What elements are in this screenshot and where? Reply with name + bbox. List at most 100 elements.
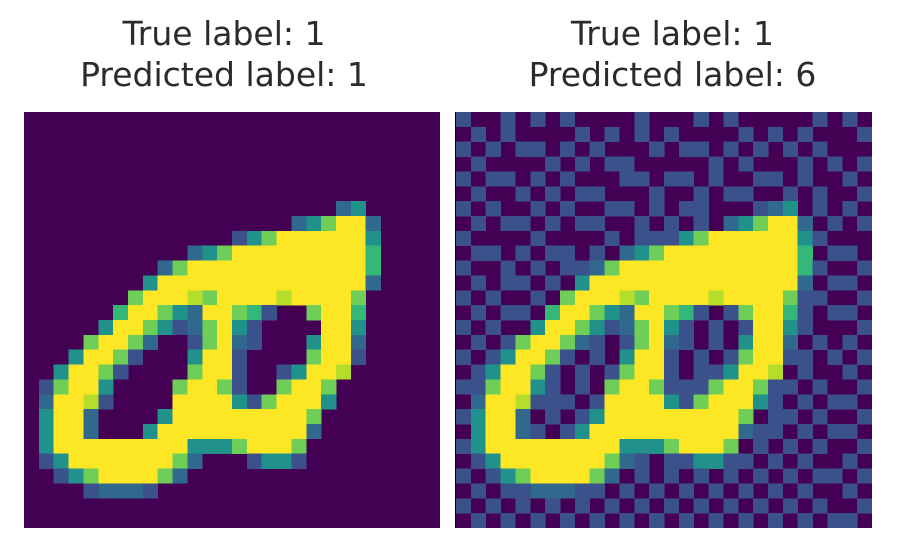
right-heatmap-cell: [842, 275, 858, 291]
right-heatmap-cell: [782, 305, 799, 321]
left-heatmap-cell: [68, 394, 84, 410]
left-heatmap-cell: [142, 438, 159, 455]
right-heatmap-cell: [782, 245, 799, 261]
right-heatmap-cell: [708, 245, 724, 261]
left-heatmap-cell: [172, 320, 188, 336]
right-heatmap-cell: [768, 453, 784, 469]
right-heatmap-cell: [619, 513, 635, 528]
right-heatmap-cell: [708, 483, 724, 499]
left-heatmap-cell: [142, 290, 159, 306]
right-heatmap-cell: [678, 201, 695, 217]
right-heatmap-cell: [664, 409, 680, 425]
left-heatmap-cell: [336, 320, 352, 336]
right-heatmap-cell: [545, 334, 561, 351]
right-heatmap-cell: [470, 245, 487, 261]
right-heatmap-cell: [500, 438, 516, 455]
right-heatmap-cell: [649, 394, 665, 410]
left-heatmap-cell: [38, 453, 55, 469]
left-heatmap-cell: [350, 245, 367, 261]
left-heatmap-cell: [202, 424, 218, 440]
right-heatmap-cell: [664, 349, 680, 365]
left-heatmap-cell: [217, 290, 233, 306]
left-heatmap-cell: [142, 334, 159, 351]
left-heatmap-cell: [232, 424, 248, 440]
right-heatmap-cell: [589, 349, 605, 365]
right-heatmap-cell: [753, 379, 769, 395]
right-heatmap-cell: [693, 379, 709, 395]
right-heatmap-cell: [649, 409, 665, 425]
right-heatmap-cell: [560, 349, 576, 365]
left-heatmap-cell: [246, 275, 263, 291]
left-heatmap-cell: [142, 305, 159, 321]
left-heatmap-cell: [306, 424, 322, 440]
left-heatmap-cell: [187, 438, 203, 455]
left-heatmap-cell: [53, 409, 69, 425]
right-heatmap-cell: [470, 186, 487, 202]
right-heatmap-cell: [604, 230, 620, 247]
right-heatmap-cell: [708, 409, 724, 425]
right-heatmap-cell: [470, 305, 487, 321]
right-heatmap-cell: [664, 334, 680, 351]
right-heatmap-cell: [649, 513, 665, 528]
right-heatmap-cell: [664, 245, 680, 261]
left-heatmap: [24, 112, 440, 528]
right-heatmap-cell: [693, 290, 709, 306]
right-heatmap-cell: [708, 260, 724, 276]
left-heatmap-cell: [350, 201, 367, 217]
right-heatmap-cell: [560, 513, 576, 528]
left-heatmap-cell: [187, 290, 203, 306]
left-heatmap-cell: [291, 438, 307, 455]
left-heatmap-cell: [217, 260, 233, 276]
right-heatmap-cell: [530, 513, 546, 528]
right-heatmap-cell: [812, 141, 828, 157]
left-heatmap-cell: [261, 424, 277, 440]
right-heatmap-cell: [738, 260, 754, 276]
left-heatmap-cell: [98, 453, 114, 469]
right-heatmap-cell: [500, 483, 516, 499]
right-heatmap-cell: [574, 453, 591, 469]
right-heatmap-cell: [545, 216, 561, 232]
right-heatmap-cell: [723, 305, 739, 321]
right-heatmap-cell: [560, 424, 576, 440]
right-heatmap-cell: [738, 275, 754, 291]
left-heatmap-cell: [38, 424, 55, 440]
left-heatmap-cell: [246, 245, 263, 261]
right-heatmap-cell: [812, 468, 828, 484]
left-heatmap-cell: [336, 260, 352, 276]
right-heatmap-cell: [827, 156, 843, 172]
left-heatmap-cell: [128, 334, 144, 351]
right-heatmap-cell: [589, 453, 605, 469]
right-heatmap-cell: [545, 364, 561, 380]
left-heatmap-cell: [246, 438, 263, 455]
left-heatmap-cell: [157, 305, 173, 321]
right-heatmap-cell: [485, 171, 501, 187]
left-heatmap-cell: [261, 409, 277, 425]
right-heatmap-cell: [456, 409, 472, 425]
right-heatmap-cell: [678, 305, 695, 321]
right-heatmap-cell: [470, 216, 487, 232]
right-heatmap-cell: [634, 394, 650, 410]
left-heatmap-cell: [276, 260, 292, 276]
right-heatmap-cell: [500, 379, 516, 395]
right-heatmap-cell: [693, 409, 709, 425]
left-heatmap-cell: [261, 394, 277, 410]
left-heatmap-cell: [142, 468, 159, 484]
left-heatmap-cell: [276, 290, 292, 306]
right-heatmap-cell: [768, 305, 784, 321]
left-heatmap-cell: [172, 424, 188, 440]
left-heatmap-cell: [157, 320, 173, 336]
right-heatmap-cell: [604, 156, 620, 172]
left-heatmap-cell: [232, 349, 248, 365]
left-heatmap-cell: [246, 290, 263, 306]
left-heatmap-cell: [202, 409, 218, 425]
right-heatmap-cell: [456, 290, 472, 306]
right-heatmap-cell: [649, 320, 665, 336]
left-heatmap-cell: [113, 438, 129, 455]
left-heatmap-cell: [113, 349, 129, 365]
left-heatmap-cell: [157, 409, 173, 425]
right-heatmap-cell: [842, 245, 858, 261]
right-heatmap-cell: [753, 438, 769, 455]
left-heatmap-cell: [291, 409, 307, 425]
left-heatmap-cell: [128, 453, 144, 469]
right-heatmap-cell: [723, 379, 739, 395]
